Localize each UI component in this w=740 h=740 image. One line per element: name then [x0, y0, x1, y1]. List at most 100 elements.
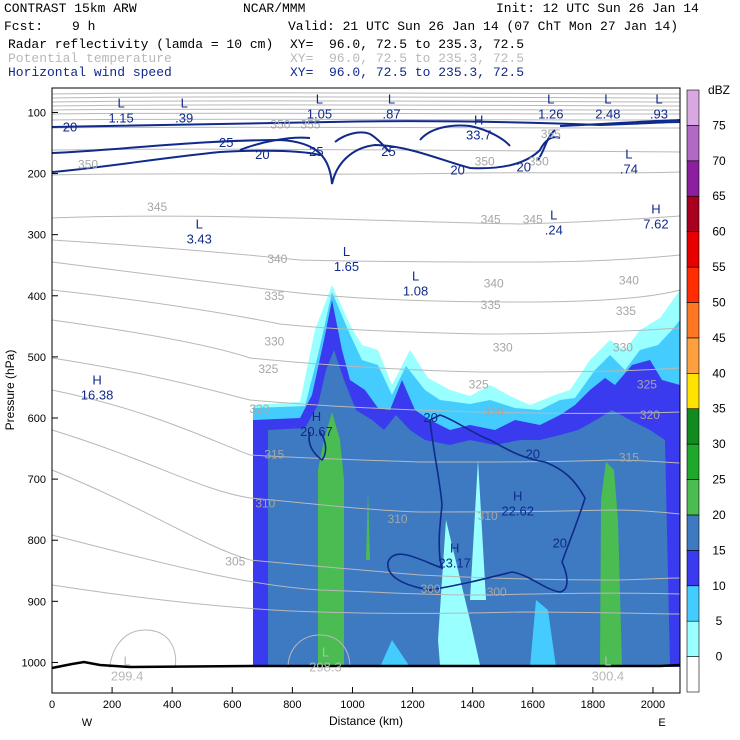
- colorbar-level-label: 10: [712, 579, 726, 593]
- x-tick-label: 1400: [460, 699, 484, 711]
- theta-contour-label: 310: [478, 509, 498, 523]
- theta-contour-label: 310: [255, 497, 275, 511]
- west-label: W: [82, 717, 93, 729]
- extremum-value: 299.4: [111, 669, 144, 684]
- theta-contour-label: 330: [613, 341, 633, 355]
- field-name-reflectivity: Radar reflectivity (lamda = 10 cm): [8, 37, 274, 52]
- theta-contour-label: 340: [267, 252, 287, 266]
- theta-contour-label: 315: [264, 448, 284, 462]
- wind-contour-label: 20: [450, 163, 464, 178]
- extremum-value: 1.15: [108, 111, 133, 126]
- init-time: Init: 12 UTC Sun 26 Jan 14: [496, 1, 699, 16]
- extremum-marker: L: [412, 269, 419, 284]
- extremum-value: 298.3: [309, 659, 342, 674]
- reflectivity-gap-4: [380, 640, 410, 667]
- theta-contour-label: 320: [484, 405, 504, 419]
- extremum-marker: H: [312, 409, 321, 424]
- y-tick-label: 600: [28, 413, 46, 425]
- theta-contour-label: 350: [270, 118, 290, 132]
- extremum-marker: L: [547, 91, 554, 106]
- theta-contour-label: 335: [616, 304, 636, 318]
- extremum-marker: L: [343, 244, 350, 259]
- colorbar-swatch: [686, 656, 700, 693]
- colorbar-swatch: [686, 585, 700, 622]
- theta-contour-label: 350: [78, 157, 98, 171]
- colorbar-level-label: 5: [716, 614, 723, 628]
- theta-contour-label: 325: [469, 377, 489, 391]
- theta-contour-label: 320: [640, 408, 660, 422]
- colorbar-level-label: 55: [712, 260, 726, 274]
- extremum-value: 1.26: [538, 106, 563, 121]
- colorbar-level-label: 40: [712, 366, 726, 380]
- theta-contour-label: 335: [481, 298, 501, 312]
- extremum-marker: L: [181, 96, 188, 111]
- reflectivity-20dbz: [268, 350, 670, 667]
- colorbar-swatch: [686, 443, 700, 480]
- theta-contour-label: 345: [147, 200, 167, 214]
- colorbar-level-label: 30: [712, 437, 726, 451]
- y-tick-label: 1000: [22, 657, 46, 669]
- extremum-value: 23.17: [438, 555, 471, 570]
- colorbar-swatch: [686, 302, 700, 339]
- wind-contour-label: 20: [526, 447, 540, 462]
- extremum-marker: L: [117, 96, 124, 111]
- colorbar-swatch: [686, 408, 700, 445]
- field-xy-reflectivity: XY= 96.0, 72.5 to 235.3, 72.5: [290, 37, 525, 52]
- colorbar-swatch: [686, 89, 700, 126]
- theta-contour-label: 315: [619, 451, 639, 465]
- extremum-value: 1.65: [334, 259, 359, 274]
- colorbar-swatch: [686, 160, 700, 197]
- theta-contour-label: 345: [481, 212, 501, 226]
- colorbar-swatch: [686, 550, 700, 587]
- extrema-labels: L1.15L.39L1.05L.87L1.26L2.48L.93H33.7L.7…: [81, 91, 669, 683]
- extremum-marker: L: [196, 217, 203, 232]
- valid-time: Valid: 21 UTC Sun 26 Jan 14 (07 ChT Mon …: [288, 19, 679, 34]
- extremum-value: 20.67: [300, 424, 333, 439]
- theta-contour-label: 340: [619, 274, 639, 288]
- y-axis: 100 200 300 400 500 600 700 800 900 1000: [22, 107, 58, 669]
- y-axis-label: Pressure (hPa): [3, 350, 17, 431]
- theta-labels: 350 355 355 350 350 350 345 345 345 340 340 340 335 3…: [78, 118, 660, 600]
- theta-contour-label: 355: [541, 127, 561, 141]
- x-tick-label: 1800: [581, 699, 605, 711]
- colorbar-level-label: 15: [712, 543, 726, 557]
- extremum-marker: L: [124, 654, 131, 669]
- x-tick-label: 800: [283, 699, 301, 711]
- extremum-value: .39: [175, 111, 193, 126]
- reflectivity-25dbz-core-3: [366, 490, 370, 560]
- extremum-value: 16.38: [81, 387, 114, 402]
- x-tick-label: 200: [103, 699, 121, 711]
- extremum-value: 33.7: [466, 128, 491, 143]
- theta-contour-label: 300: [421, 582, 441, 596]
- extremum-value: 1.08: [403, 284, 428, 299]
- extremum-value: .87: [383, 106, 401, 121]
- extremum-marker: L: [316, 91, 323, 106]
- y-tick-label: 800: [28, 535, 46, 547]
- extremum-value: .24: [545, 222, 563, 237]
- colorbar-unit: dBZ: [708, 83, 730, 97]
- y-tick-label: 400: [28, 291, 46, 303]
- theta-contour-label: 305: [225, 555, 245, 569]
- theta-contour-label: 320: [249, 402, 269, 416]
- plot-frame: [51, 87, 681, 694]
- east-label: E: [658, 717, 665, 729]
- extremum-value: 2.48: [595, 106, 620, 121]
- y-tick-label: 500: [28, 352, 46, 364]
- extremum-marker: H: [651, 201, 660, 216]
- colorbar-level-label: 50: [712, 295, 726, 309]
- extremum-marker: L: [604, 91, 611, 106]
- wind-labels: 20 25 20 25 25 20 20 20 20 20: [63, 120, 567, 551]
- model-title: CONTRAST 15km ARW: [4, 1, 137, 16]
- colorbar-swatch: [686, 195, 700, 232]
- field-xy-wind: XY= 96.0, 72.5 to 235.3, 72.5: [290, 65, 525, 80]
- extremum-value: .74: [620, 161, 638, 176]
- colorbar-level-label: 60: [712, 225, 726, 239]
- extremum-value: 3.43: [187, 232, 212, 247]
- reflectivity-25dbz-core-2: [600, 462, 622, 667]
- colorbar-level-label: 45: [712, 331, 726, 345]
- x-tick-label: 2000: [641, 699, 665, 711]
- y-tick-label: 700: [28, 474, 46, 486]
- y-tick-label: 100: [28, 107, 46, 119]
- wind-contour-label: 20: [517, 159, 531, 174]
